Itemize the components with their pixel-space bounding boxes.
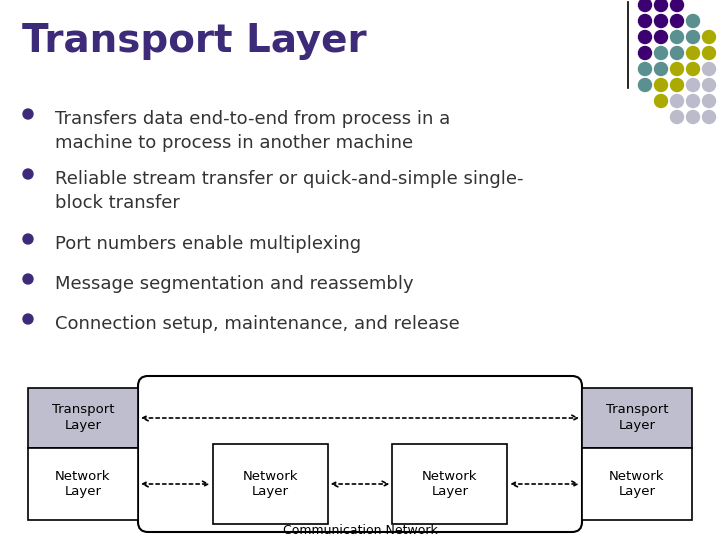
Circle shape [639,63,652,76]
Circle shape [654,30,667,44]
Circle shape [639,30,652,44]
Circle shape [670,94,683,107]
Circle shape [686,94,700,107]
Circle shape [670,46,683,59]
Circle shape [23,274,33,284]
Text: Port numbers enable multiplexing: Port numbers enable multiplexing [55,235,361,253]
Circle shape [686,15,700,28]
Circle shape [670,30,683,44]
Text: Network
Layer: Network Layer [243,469,298,498]
Circle shape [686,63,700,76]
Circle shape [670,0,683,11]
Text: Transport
Layer: Transport Layer [606,403,668,433]
Text: Transport Layer: Transport Layer [22,22,366,60]
Circle shape [23,109,33,119]
Circle shape [23,169,33,179]
Circle shape [654,15,667,28]
FancyBboxPatch shape [138,376,582,532]
Circle shape [703,78,716,91]
Text: Message segmentation and reassembly: Message segmentation and reassembly [55,275,413,293]
Text: Transport
Layer: Transport Layer [52,403,114,433]
Circle shape [686,30,700,44]
FancyBboxPatch shape [582,388,692,448]
Text: Network
Layer: Network Layer [422,469,477,498]
Circle shape [686,46,700,59]
Circle shape [654,78,667,91]
Circle shape [703,46,716,59]
Circle shape [654,0,667,11]
FancyBboxPatch shape [28,388,138,448]
Circle shape [23,314,33,324]
Circle shape [703,63,716,76]
Text: Reliable stream transfer or quick-and-simple single-
block transfer: Reliable stream transfer or quick-and-si… [55,170,523,212]
Circle shape [639,78,652,91]
Text: Communication Network: Communication Network [283,524,437,537]
Circle shape [670,63,683,76]
FancyBboxPatch shape [28,448,138,520]
Circle shape [670,78,683,91]
FancyBboxPatch shape [582,448,692,520]
Circle shape [703,30,716,44]
Circle shape [654,63,667,76]
Circle shape [654,94,667,107]
Circle shape [686,78,700,91]
Circle shape [703,111,716,124]
Circle shape [670,111,683,124]
Circle shape [654,46,667,59]
FancyBboxPatch shape [212,444,328,524]
Circle shape [686,111,700,124]
Circle shape [670,15,683,28]
Text: Connection setup, maintenance, and release: Connection setup, maintenance, and relea… [55,315,460,333]
Text: Network
Layer: Network Layer [55,469,111,498]
Circle shape [639,15,652,28]
FancyBboxPatch shape [392,444,508,524]
Text: Transfers data end-to-end from process in a
machine to process in another machin: Transfers data end-to-end from process i… [55,110,450,152]
Circle shape [703,94,716,107]
Circle shape [639,0,652,11]
Text: Network
Layer: Network Layer [609,469,665,498]
Circle shape [639,46,652,59]
Circle shape [23,234,33,244]
